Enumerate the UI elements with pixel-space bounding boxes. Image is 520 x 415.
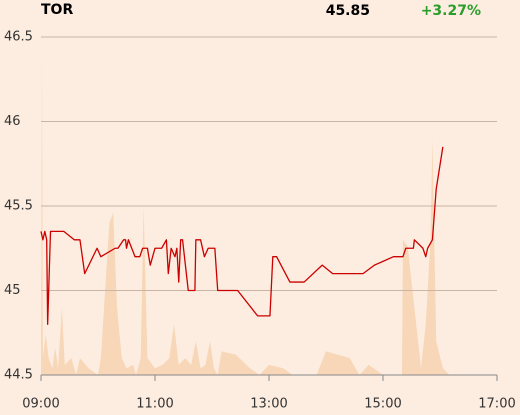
volume-area [41, 50, 450, 376]
y-tick-label: 44.5 [4, 368, 33, 383]
y-tick-label: 46 [4, 114, 21, 129]
x-tick-label: 11:00 [136, 397, 173, 412]
y-tick-label: 45 [4, 283, 21, 298]
change: +3.27% [421, 3, 481, 19]
x-tick-label: 09:00 [22, 397, 59, 412]
x-tick-label: 17:00 [478, 397, 515, 412]
y-tick-label: 45.5 [4, 199, 33, 214]
ticker: TOR [41, 2, 73, 18]
x-tick-label: 13:00 [250, 397, 287, 412]
x-tick-label: 15:00 [364, 397, 401, 412]
price-line [40, 146, 444, 325]
y-tick-label: 46.5 [4, 30, 33, 45]
last-price: 45.85 [326, 3, 370, 19]
